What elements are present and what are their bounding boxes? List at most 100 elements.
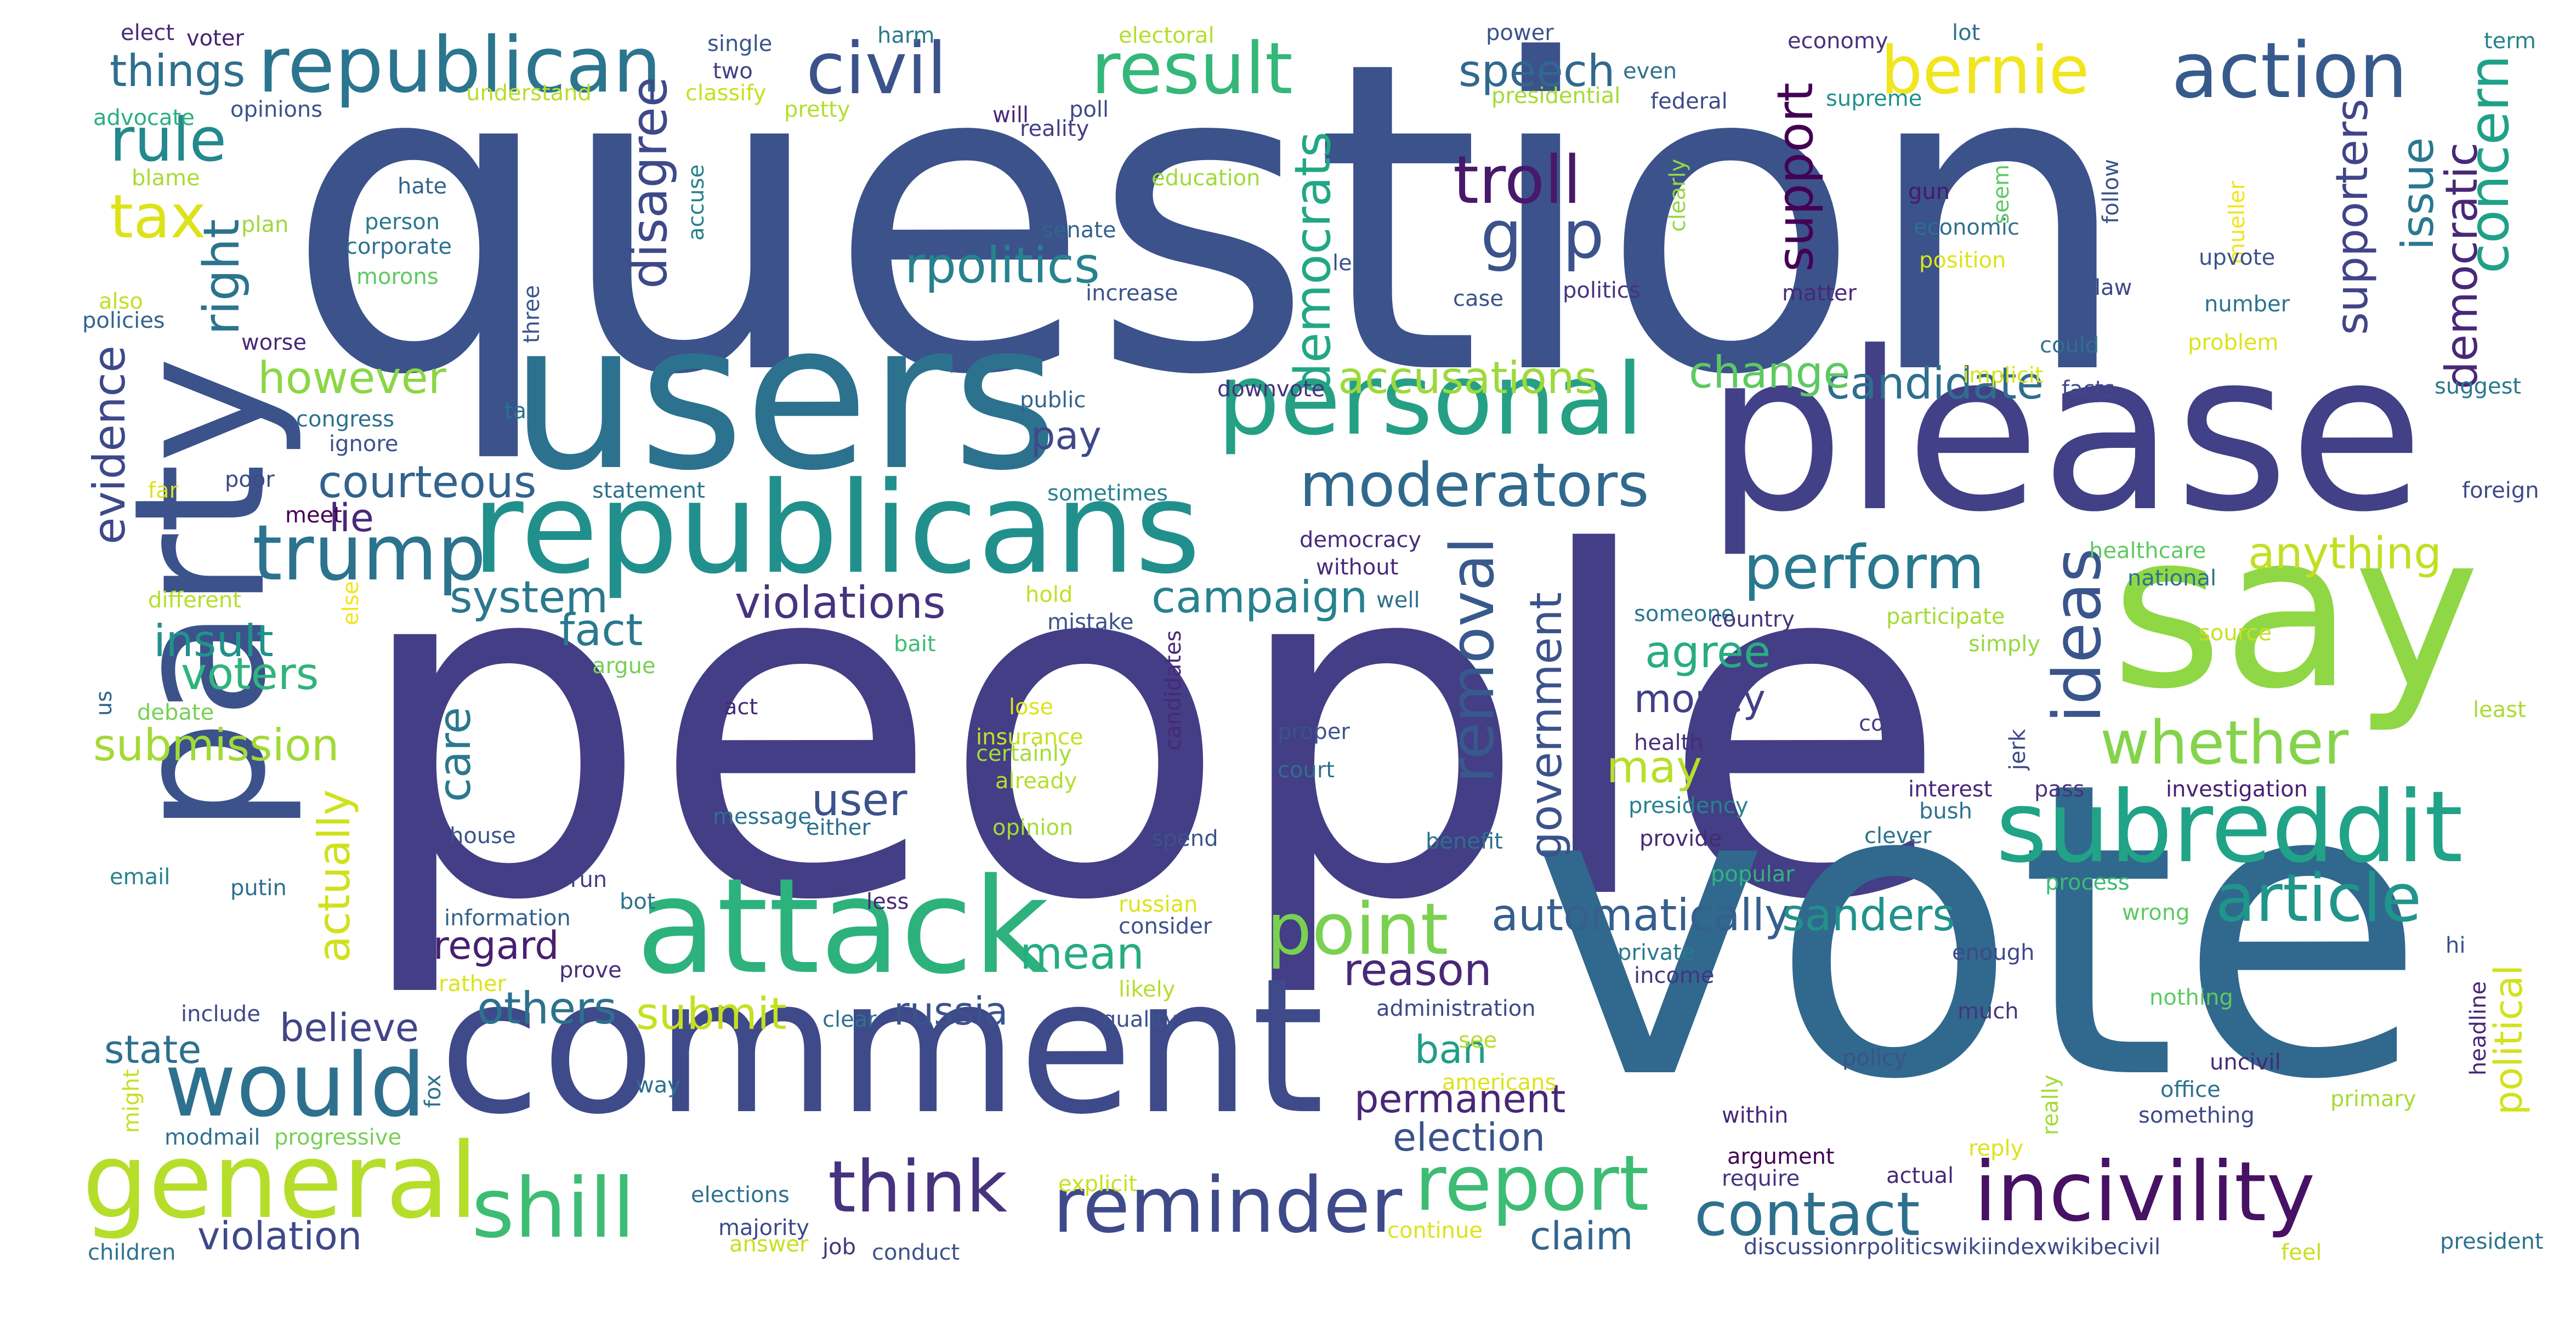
word-information: information — [444, 906, 571, 931]
word-case: case — [1453, 286, 1503, 311]
word-congress: congress — [296, 407, 395, 432]
word-interest: interest — [1908, 777, 1993, 802]
word-headline: headline — [2466, 981, 2491, 1076]
word-ideas: ideas — [2040, 548, 2116, 723]
word-accusations: accusations — [1338, 352, 1598, 403]
word-enough: enough — [1952, 940, 2035, 965]
word-modmail: modmail — [164, 1125, 260, 1150]
word-lead: lead — [1332, 251, 1380, 276]
word-blame: blame — [132, 166, 200, 191]
word-quality: quality — [1102, 1007, 1177, 1032]
word-really: really — [2038, 1074, 2063, 1135]
word-health: health — [1634, 730, 1704, 755]
word-bait: bait — [894, 631, 936, 657]
word-wrong: wrong — [2122, 900, 2190, 925]
word-rule: rule — [110, 105, 227, 175]
word-else: else — [338, 581, 364, 625]
word-political: political — [2486, 965, 2531, 1115]
word-court: court — [1278, 758, 1335, 783]
word-vote: vote — [1530, 696, 2427, 1168]
word-may: may — [1607, 742, 1703, 793]
word-election: election — [1393, 1115, 1546, 1160]
word-plan: plan — [241, 212, 289, 237]
word-country: country — [1711, 607, 1795, 632]
word-explicit: explicit — [1058, 1171, 1137, 1197]
word-problem: problem — [2188, 330, 2279, 355]
word-downvote: downvote — [1217, 377, 1325, 402]
word-within: within — [1722, 1103, 1789, 1128]
word-comment: comment — [439, 938, 1325, 1156]
word-classify: classify — [685, 81, 767, 106]
word-meet: meet — [285, 503, 342, 528]
word-speech: speech — [1459, 45, 1615, 96]
word-provide: provide — [1639, 826, 1722, 851]
word-prove: prove — [559, 958, 622, 983]
word-statement: statement — [592, 478, 705, 503]
word-answer: answer — [729, 1232, 809, 1257]
word-democracy: democracy — [1300, 527, 1422, 553]
word-jerk: jerk — [2005, 729, 2030, 770]
word-claim: claim — [1530, 1214, 1633, 1259]
word-income: income — [1634, 963, 1715, 988]
word-disagree: disagree — [621, 76, 678, 289]
word-democratic: democratic — [2436, 142, 2487, 389]
word-uncivil: uncivil — [2210, 1050, 2281, 1075]
word-argument: argument — [1727, 1144, 1835, 1169]
word-russian: russian — [1119, 892, 1198, 917]
word-clearly: clearly — [1665, 158, 1690, 232]
word-sanders: sanders — [1782, 890, 1955, 941]
word-gop: gop — [1480, 197, 1604, 274]
word-argue: argue — [592, 653, 656, 679]
word-president: president — [2440, 1229, 2544, 1254]
word-either: either — [806, 815, 871, 840]
word-permanent: permanent — [1354, 1077, 1566, 1122]
word-private: private — [1618, 940, 1695, 965]
word-way: way — [636, 1073, 680, 1098]
word-regard: regard — [433, 923, 559, 968]
word-lose: lose — [1009, 695, 1054, 720]
word-evidence: evidence — [84, 345, 135, 544]
word-users: users — [510, 280, 1058, 515]
word-accuse: accuse — [684, 164, 709, 241]
word-trump: trump — [252, 509, 486, 598]
word-fact: fact — [559, 605, 643, 656]
word-benefit: benefit — [1426, 829, 1503, 854]
word-well: well — [1376, 588, 1420, 613]
word-cost: cost — [1859, 711, 1904, 736]
word-reality: reality — [1020, 116, 1090, 141]
word-reply: reply — [1968, 1136, 2024, 1161]
word-however: however — [258, 352, 446, 403]
word-pass: pass — [2034, 777, 2085, 802]
word-would: would — [164, 1034, 426, 1136]
word-please: please — [1705, 305, 2424, 560]
word-morons: morons — [356, 264, 439, 289]
word-actually: actually — [309, 789, 360, 963]
word-see: see — [1459, 1028, 1497, 1053]
word-education: education — [1151, 166, 1261, 191]
word-bot: bot — [620, 889, 656, 914]
word-process: process — [2045, 870, 2130, 895]
word-senate: senate — [1042, 218, 1116, 243]
word-poor: poor — [225, 467, 275, 492]
word-already: already — [995, 769, 1077, 794]
word-run: run — [570, 867, 608, 892]
word-pay: pay — [1031, 413, 1102, 458]
word-harm: harm — [877, 23, 935, 48]
word-voters: voters — [181, 648, 319, 699]
word-subreddit: subreddit — [1996, 770, 2464, 885]
word-act: act — [724, 695, 758, 720]
word-suggest: suggest — [2435, 374, 2522, 399]
word-rather: rather — [439, 971, 507, 997]
word-will: will — [992, 103, 1029, 128]
word-popular: popular — [1711, 862, 1795, 887]
word-progressive: progressive — [274, 1125, 402, 1150]
word-federal: federal — [1650, 89, 1728, 114]
word-require: require — [1722, 1166, 1800, 1191]
word-people: people — [351, 454, 1950, 1003]
word-clear: clear — [822, 1007, 877, 1032]
word-issue: issue — [2392, 137, 2443, 250]
word-campaign: campaign — [1151, 572, 1368, 623]
word-republican: republican — [258, 21, 662, 110]
word-poll: poll — [1069, 97, 1109, 122]
word-voter: voter — [186, 26, 244, 51]
